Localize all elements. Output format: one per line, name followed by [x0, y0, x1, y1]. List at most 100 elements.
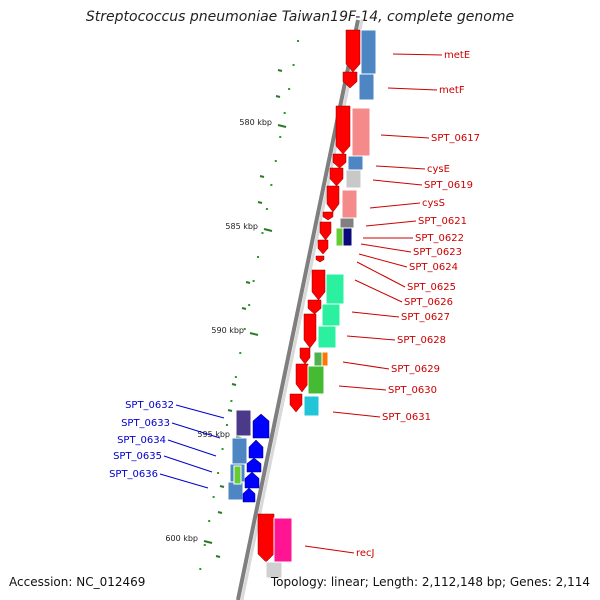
forward-gene-arrow[interactable] — [317, 239, 329, 255]
reverse-gene-box[interactable] — [233, 465, 242, 485]
scale-dot — [221, 448, 224, 450]
gene-leader-line — [375, 165, 426, 170]
gene-feature-box[interactable] — [265, 561, 283, 579]
reverse-gene-arrow[interactable] — [248, 439, 264, 459]
kbp-minor-tick — [219, 485, 225, 488]
gene-label-spt_0634[interactable]: SPT_0634 — [117, 435, 166, 446]
gene-label-spt_0633[interactable]: SPT_0633 — [121, 418, 170, 429]
reverse-gene-arrow[interactable] — [246, 457, 262, 473]
gene-feature-box[interactable] — [347, 155, 364, 171]
gene-feature-box[interactable] — [321, 303, 341, 327]
gene-label-spt_0627[interactable]: SPT_0627 — [401, 312, 450, 323]
gene-label-spt_0622[interactable]: SPT_0622 — [415, 233, 464, 244]
gene-label-spt_0636[interactable]: SPT_0636 — [109, 469, 158, 480]
gene-leader-line — [372, 179, 423, 186]
gene-feature-box[interactable] — [342, 227, 353, 247]
forward-gene-arrow[interactable] — [289, 393, 303, 413]
forward-gene-arrow[interactable] — [303, 313, 317, 349]
scale-dot — [243, 328, 246, 330]
kbp-minor-tick — [277, 69, 283, 72]
gene-leader-line — [159, 473, 209, 489]
forward-gene-arrow[interactable] — [326, 185, 340, 213]
scale-dot — [297, 40, 299, 42]
gene-label-spt_0625[interactable]: SPT_0625 — [407, 282, 456, 293]
kbp-minor-tick — [231, 383, 237, 386]
gene-label-spt_0624[interactable]: SPT_0624 — [409, 262, 458, 273]
gene-label-spt_0635[interactable]: SPT_0635 — [113, 451, 162, 462]
kbp-minor-tick — [275, 95, 281, 98]
gene-label-spt_0630[interactable]: SPT_0630 — [388, 385, 437, 396]
gene-feature-box[interactable] — [303, 395, 320, 417]
reverse-gene-arrow[interactable] — [244, 471, 260, 489]
gene-feature-box[interactable] — [273, 517, 293, 563]
kbp-minor-tick — [257, 201, 263, 204]
gene-label-recj[interactable]: recJ — [356, 548, 375, 559]
gene-label-spt_0629[interactable]: SPT_0629 — [391, 364, 440, 375]
gene-leader-line — [387, 87, 438, 91]
forward-gene-arrow[interactable] — [335, 105, 351, 155]
gene-label-spt_0621[interactable]: SPT_0621 — [418, 216, 467, 227]
scale-dot — [203, 544, 206, 546]
reverse-gene-arrow[interactable] — [252, 413, 270, 439]
gene-label-metf[interactable]: metF — [439, 85, 465, 96]
reverse-gene-box[interactable] — [235, 409, 252, 437]
gene-leader-line — [354, 279, 403, 303]
scale-dot — [252, 280, 255, 282]
gene-feature-box[interactable] — [325, 273, 345, 305]
gene-label-spt_0623[interactable]: SPT_0623 — [413, 247, 462, 258]
forward-gene-arrow[interactable] — [307, 299, 322, 315]
scale-dot — [217, 472, 220, 474]
gene-label-spt_0628[interactable]: SPT_0628 — [397, 335, 446, 346]
forward-gene-arrow[interactable] — [322, 211, 334, 221]
forward-gene-arrow[interactable] — [299, 347, 311, 365]
gene-label-cyse[interactable]: cysE — [427, 164, 450, 175]
gene-leader-line — [346, 335, 396, 341]
kbp-minor-tick — [241, 307, 247, 310]
forward-gene-arrow[interactable] — [311, 269, 326, 301]
reverse-gene-box[interactable] — [227, 481, 244, 501]
kbp-label: 590 kbp — [211, 326, 244, 335]
gene-label-spt_0632[interactable]: SPT_0632 — [125, 400, 174, 411]
gene-label-spt_0626[interactable]: SPT_0626 — [404, 297, 453, 308]
forward-gene-arrow[interactable] — [342, 71, 358, 89]
forward-gene-arrow[interactable] — [332, 153, 347, 169]
scale-dot — [248, 304, 251, 306]
gene-features[interactable] — [227, 29, 377, 579]
gene-leaders — [159, 53, 443, 554]
reverse-gene-box[interactable] — [231, 437, 248, 465]
gene-feature-box[interactable] — [341, 189, 358, 219]
gene-label-cyss[interactable]: cysS — [422, 198, 445, 209]
gene-feature-box[interactable] — [351, 107, 371, 157]
kbp-minor-tick — [227, 409, 233, 412]
gene-feature-box[interactable] — [307, 365, 325, 395]
kbp-tick — [203, 540, 213, 544]
gene-leader-line — [171, 422, 221, 439]
forward-gene-arrow[interactable] — [329, 167, 344, 187]
gene-label-mete[interactable]: metE — [444, 50, 470, 61]
kbp-label: 600 kbp — [165, 534, 198, 543]
gene-feature-box[interactable] — [339, 217, 355, 229]
forward-gene-arrow[interactable] — [315, 255, 325, 263]
scale-dot — [199, 568, 202, 570]
gene-label-spt_0617[interactable]: SPT_0617 — [431, 133, 480, 144]
forward-gene-arrow[interactable] — [295, 363, 309, 393]
gene-feature-box[interactable] — [317, 325, 337, 349]
gene-label-spt_0631[interactable]: SPT_0631 — [382, 412, 431, 423]
scale-dot — [230, 400, 233, 402]
forward-gene-arrow[interactable] — [319, 221, 332, 241]
reverse-gene-arrow[interactable] — [242, 487, 256, 503]
gene-labels[interactable]: metE metF SPT_0617 cysE SPT_0619 cysS SPT_0621… — [109, 50, 480, 559]
kbp-label: 595 kbp — [197, 430, 230, 439]
scale-dot — [212, 496, 215, 498]
gene-feature-box[interactable] — [358, 73, 375, 101]
gene-label-spt_0619[interactable]: SPT_0619 — [424, 180, 473, 191]
gene-feature-box[interactable] — [345, 169, 362, 189]
gene-feature-box[interactable] — [321, 351, 329, 367]
gene-feature-box[interactable] — [360, 29, 377, 75]
forward-gene-arrow[interactable] — [345, 29, 361, 73]
gene-leader-line — [351, 311, 400, 318]
scale-dot — [234, 376, 237, 378]
forward-gene-arrow[interactable] — [257, 513, 275, 563]
